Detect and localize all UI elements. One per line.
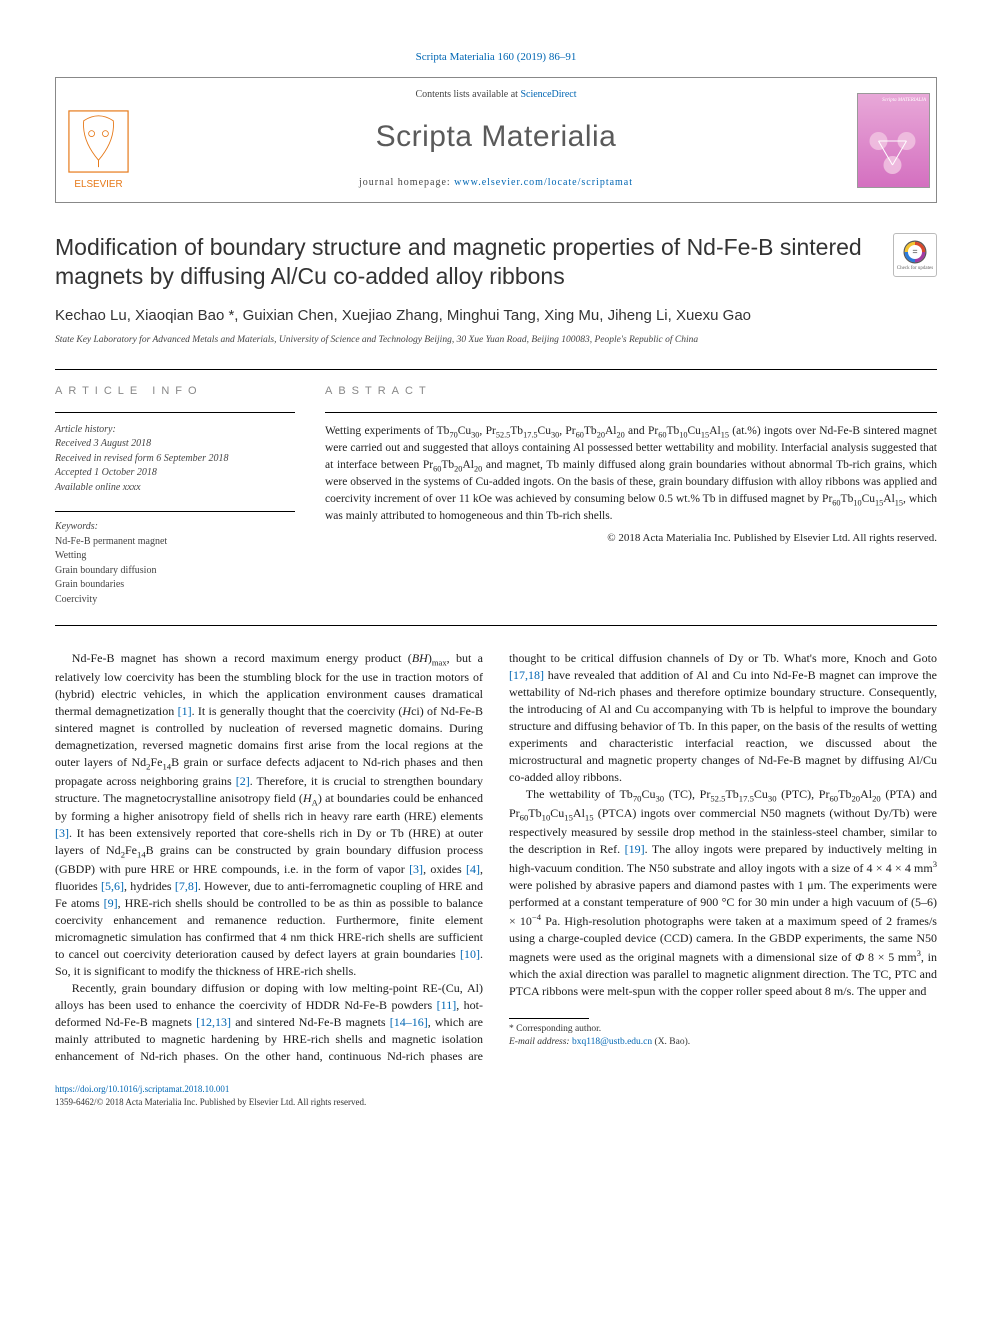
footnote-rule	[509, 1018, 589, 1019]
sciencedirect-link[interactable]: ScienceDirect	[520, 89, 576, 100]
author-email-link[interactable]: bxq118@ustb.edu.cn	[572, 1037, 652, 1047]
abstract-text: Wetting experiments of Tb70Cu30, Pr52.5T…	[325, 423, 937, 525]
publisher-name: ELSEVIER	[74, 179, 122, 190]
rule-info	[55, 412, 295, 413]
abstract-label: ABSTRACT	[325, 384, 937, 399]
abstract-copyright: © 2018 Acta Materialia Inc. Published by…	[325, 531, 937, 546]
keywords: Keywords: Nd-Fe-B permanent magnet Wetti…	[55, 520, 295, 607]
homepage-link[interactable]: www.elsevier.com/locate/scriptamat	[454, 177, 633, 188]
citation-line: Scripta Materialia 160 (2019) 86–91	[55, 50, 937, 65]
page-footer: https://doi.org/10.1016/j.scriptamat.201…	[55, 1083, 937, 1108]
corresponding-footnote: * Corresponding author. E-mail address: …	[509, 1023, 937, 1049]
rule-kw	[55, 511, 295, 512]
elsevier-logo: ELSEVIER	[56, 78, 141, 202]
body-para-3: The wettability of Tb70Cu30 (TC), Pr52.5…	[509, 786, 937, 1000]
body-para-1: Nd-Fe-B magnet has shown a record maximu…	[55, 650, 483, 980]
journal-header: ELSEVIER Contents lists available at Sci…	[55, 77, 937, 203]
rule-bottom	[55, 625, 937, 626]
homepage-line: journal homepage: www.elsevier.com/locat…	[149, 176, 843, 190]
affiliation: State Key Laboratory for Advanced Metals…	[55, 334, 937, 347]
journal-name: Scripta Materialia	[149, 116, 843, 158]
journal-cover: Scripta MATERIALIA	[851, 78, 936, 202]
article-info-label: ARTICLE INFO	[55, 384, 295, 399]
check-updates-badge[interactable]: Check for updates	[893, 233, 937, 277]
doi-link[interactable]: https://doi.org/10.1016/j.scriptamat.201…	[55, 1084, 229, 1094]
article-history: Article history: Received 3 August 2018 …	[55, 423, 295, 496]
author-list: Kechao Lu, Xiaoqian Bao *, Guixian Chen,…	[55, 305, 937, 326]
contents-line: Contents lists available at ScienceDirec…	[149, 88, 843, 102]
article-body: Nd-Fe-B magnet has shown a record maximu…	[55, 650, 937, 1065]
rule-abs	[325, 412, 937, 413]
article-title: Modification of boundary structure and m…	[55, 233, 881, 291]
